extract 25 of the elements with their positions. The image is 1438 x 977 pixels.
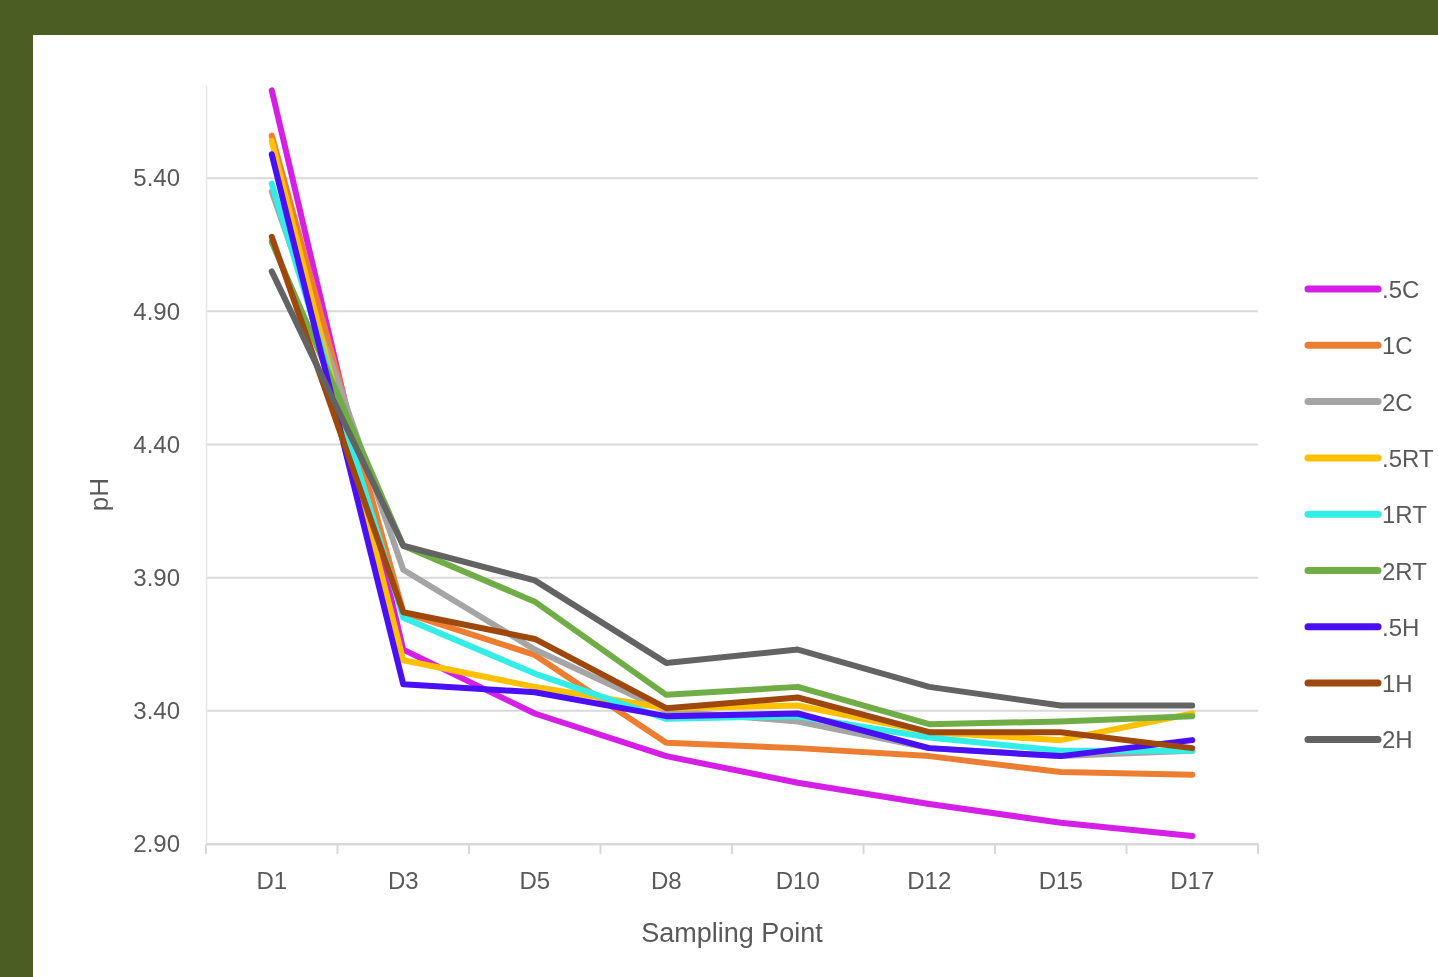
legend-label: .5RT (1382, 444, 1434, 472)
x-tick-label: D15 (1038, 867, 1083, 895)
x-tick-label: D5 (519, 867, 551, 895)
legend-label: 2C (1382, 388, 1413, 416)
x-tick-label: D3 (387, 867, 419, 895)
x-tick-label: D12 (907, 867, 952, 895)
legend-label: 1RT (1382, 501, 1428, 529)
x-tick-label: D1 (256, 867, 288, 895)
y-tick-label: 4.40 (133, 430, 180, 458)
y-tick-label: 3.40 (133, 697, 180, 725)
legend-label: .5H (1382, 613, 1420, 641)
legend-label: 2RT (1382, 557, 1428, 585)
legend-label: 1H (1382, 670, 1413, 698)
y-tick-label: 3.90 (133, 563, 180, 591)
y-tick-label: 2.90 (133, 830, 180, 858)
y-axis-title: pH (84, 477, 114, 512)
x-tick-label: D10 (775, 867, 820, 895)
legend-label: 2H (1382, 726, 1413, 754)
y-tick-label: 5.40 (133, 164, 180, 192)
legend-label: 1C (1382, 332, 1413, 360)
x-tick-label: D8 (650, 867, 682, 895)
legend-label: .5C (1382, 276, 1420, 303)
x-tick-label: D17 (1170, 867, 1215, 895)
y-tick-label: 4.90 (133, 297, 180, 325)
x-axis-title: Sampling Point (641, 918, 824, 948)
